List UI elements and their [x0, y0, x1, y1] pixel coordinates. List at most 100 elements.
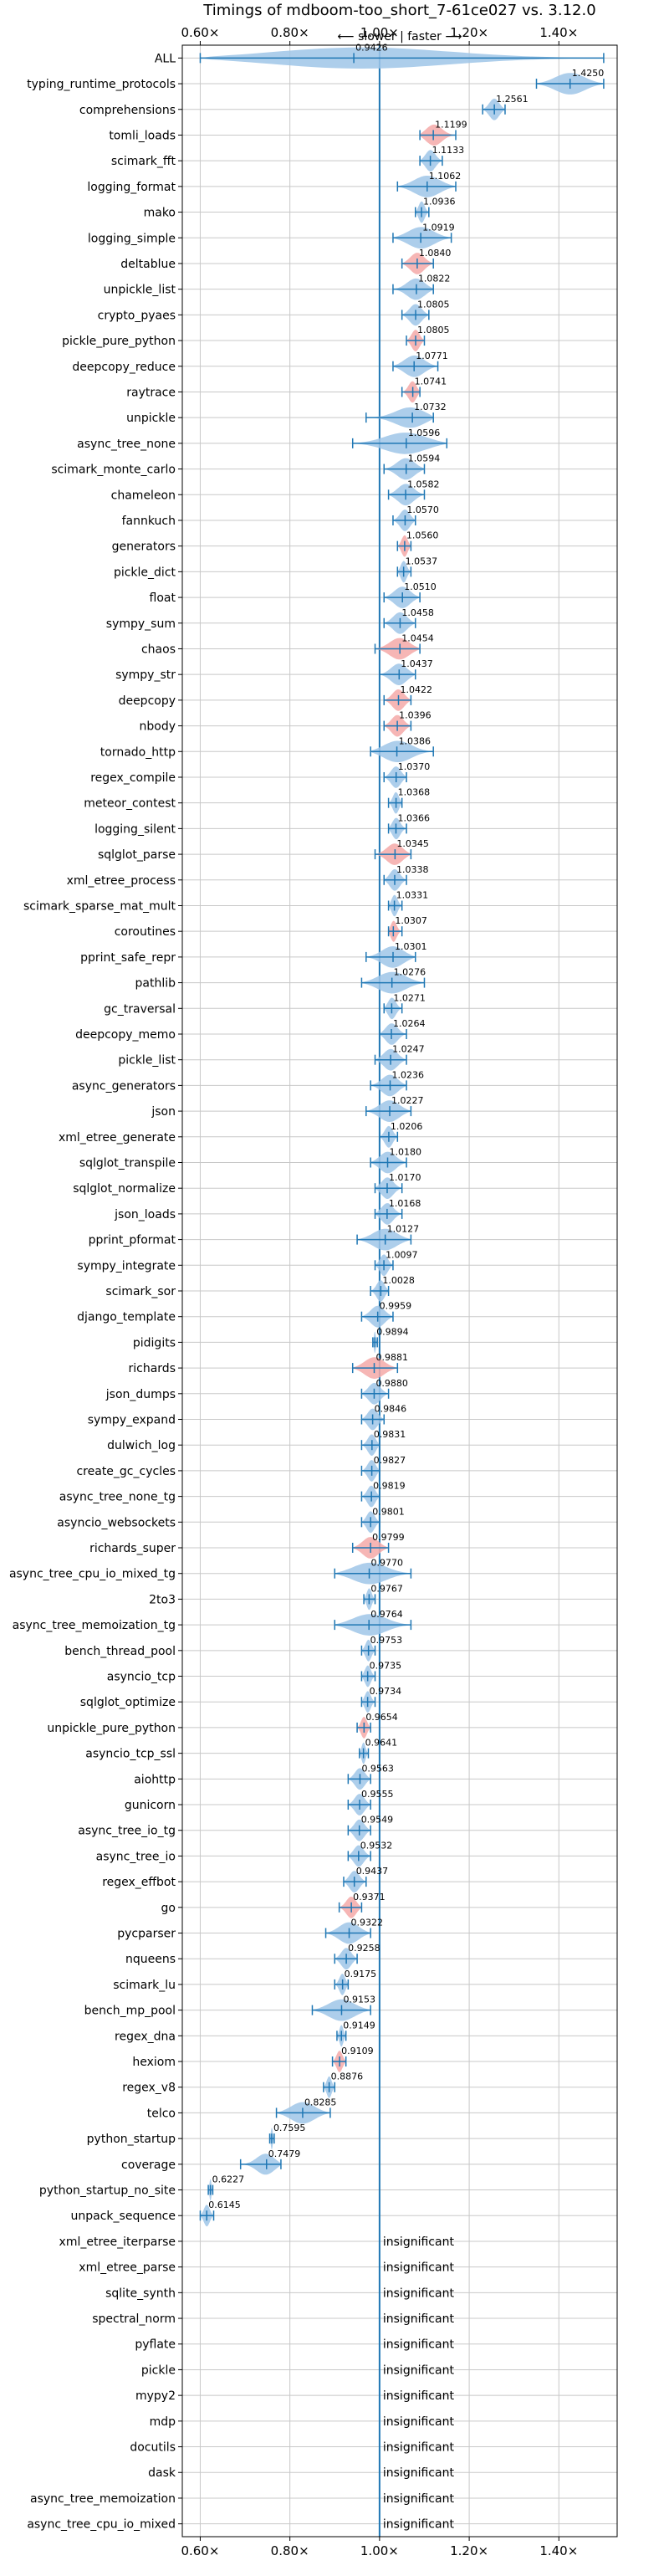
benchmark-label: coroutines — [115, 925, 176, 939]
benchmark-label: go — [161, 1902, 176, 1915]
benchmark-label: scimark_lu — [113, 1979, 176, 1992]
x-tick-label-top: 0.60× — [181, 25, 219, 40]
value-label: 1.0236 — [392, 1069, 425, 1080]
benchmark-label: async_tree_cpu_io_mixed_tg — [9, 1568, 176, 1581]
value-label: 0.9764 — [370, 1609, 403, 1620]
value-label: 0.9770 — [371, 1558, 404, 1569]
insignificant-label: insignificant — [383, 2312, 455, 2326]
value-label: 1.0422 — [400, 684, 432, 695]
benchmark-label: generators — [112, 540, 176, 554]
axis-layer: 0.60× 0.60× 0.80× 0.80× 1.00× 1.00× 1.20× 1.20×… — [178, 25, 618, 2558]
value-label: 1.1133 — [432, 145, 465, 156]
benchmark-label: unpack_sequence — [71, 2210, 176, 2223]
benchmark-label: gunicorn — [125, 1799, 176, 1812]
value-label: 0.9799 — [372, 1532, 405, 1543]
value-label: 1.1062 — [429, 171, 462, 182]
value-label: 1.0345 — [396, 838, 428, 849]
value-label: 1.0264 — [393, 1018, 426, 1029]
insignificant-label: insignificant — [383, 2466, 455, 2480]
value-label: 1.0301 — [395, 941, 427, 952]
benchmark-label: pycparser — [117, 1928, 176, 1941]
value-label: 0.9734 — [370, 1686, 402, 1697]
benchmark-label: sympy_sum — [106, 617, 176, 631]
benchmark-label: python_startup — [87, 2133, 176, 2146]
value-label: 0.9258 — [348, 1943, 380, 1954]
insignificant-label: insignificant — [383, 2363, 455, 2377]
value-label: 1.0227 — [391, 1095, 424, 1106]
benchmark-label: unpickle — [126, 412, 176, 425]
benchmark-label: logging_simple — [88, 232, 176, 245]
benchmark-label: scimark_monte_carlo — [51, 463, 176, 477]
benchmark-label: docutils — [130, 2441, 176, 2455]
benchmark-label: richards_super — [89, 1542, 176, 1555]
benchmark-label: json — [151, 1105, 176, 1119]
value-label: 0.9767 — [370, 1583, 403, 1594]
value-label: 1.0919 — [422, 222, 455, 233]
value-label: 0.9735 — [370, 1661, 402, 1672]
value-label: 1.0127 — [387, 1224, 420, 1235]
benchmark-label: chameleon — [111, 489, 176, 502]
value-label: 0.9175 — [345, 1969, 377, 1979]
value-label: 1.0331 — [396, 889, 429, 900]
benchmark-label: mdp — [150, 2415, 176, 2429]
value-label: 0.9827 — [374, 1455, 406, 1466]
benchmark-label: dulwich_log — [107, 1439, 176, 1452]
benchmark-label: hexiom — [132, 2056, 176, 2069]
benchmark-label: crypto_pyaes — [98, 309, 176, 322]
benchmark-label: chaos — [141, 643, 176, 656]
benchmark-label: richards — [129, 1362, 176, 1375]
value-label: 1.0206 — [391, 1121, 423, 1132]
value-label: 0.6145 — [208, 2200, 241, 2210]
value-label: 1.0247 — [392, 1044, 425, 1055]
value-label: 0.9149 — [343, 2020, 375, 2031]
value-label: 1.0805 — [417, 299, 449, 310]
plot-frame — [181, 44, 618, 2538]
benchmark-label: asyncio_tcp — [107, 1671, 176, 1684]
chart-title: Timings of mdboom-too_short_7-61ce027 vs… — [202, 2, 595, 19]
benchmark-label: dask — [148, 2466, 176, 2480]
violin-layer — [199, 45, 605, 2537]
value-label: 0.9322 — [351, 1918, 384, 1928]
benchmark-label: async_tree_io_tg — [78, 1825, 176, 1838]
value-label: 0.9753 — [370, 1635, 403, 1646]
value-label: 0.8285 — [304, 2097, 337, 2107]
value-label: 0.9654 — [365, 1712, 398, 1723]
value-label: 1.0822 — [418, 274, 451, 284]
value-label: 1.0168 — [389, 1198, 421, 1209]
benchmark-label: scimark_sparse_mat_mult — [23, 899, 176, 913]
x-tick-label-top: 1.40× — [539, 25, 578, 40]
benchmark-label: tomli_loads — [109, 129, 176, 142]
value-label: 1.0596 — [408, 428, 440, 438]
benchmark-label: pprint_safe_repr — [80, 951, 176, 965]
benchmark-label: deltablue — [120, 258, 176, 271]
value-label: 0.9532 — [360, 1840, 393, 1851]
value-label: 1.0386 — [399, 735, 432, 746]
benchmark-label: pickle_dict — [114, 566, 176, 579]
value-label: 1.0570 — [406, 504, 439, 515]
insignificant-label: insignificant — [383, 2492, 455, 2506]
insignificant-label: insignificant — [383, 2441, 455, 2455]
x-tick-label-top: 1.20× — [450, 25, 488, 40]
value-label: 1.0097 — [386, 1249, 418, 1260]
insignificant-label: insignificant — [383, 2287, 455, 2300]
value-label: 0.9153 — [343, 1995, 375, 2005]
value-label: 1.4250 — [572, 68, 605, 79]
benchmark-label: async_tree_io — [96, 1850, 176, 1863]
value-label: 0.9881 — [375, 1352, 408, 1363]
grid-layer — [182, 45, 617, 2537]
value-label: 1.0741 — [415, 376, 447, 387]
insignificant-label: insignificant — [383, 2261, 455, 2275]
value-label: 1.0582 — [407, 479, 440, 489]
value-label: 1.0594 — [408, 453, 441, 464]
benchmark-label: spectral_norm — [92, 2312, 176, 2326]
x-tick-label-bottom: 1.20× — [450, 2543, 488, 2558]
benchmark-label: raytrace — [126, 386, 176, 399]
value-label: 1.0732 — [414, 402, 447, 412]
benchmark-label: sympy_str — [115, 668, 176, 682]
benchmark-label: asyncio_tcp_ssl — [85, 1748, 176, 1761]
value-label: 1.0368 — [398, 787, 431, 798]
benchmark-label: scimark_sor — [105, 1285, 176, 1298]
benchmark-label: sympy_expand — [88, 1414, 176, 1427]
value-label: 0.7595 — [273, 2123, 306, 2133]
